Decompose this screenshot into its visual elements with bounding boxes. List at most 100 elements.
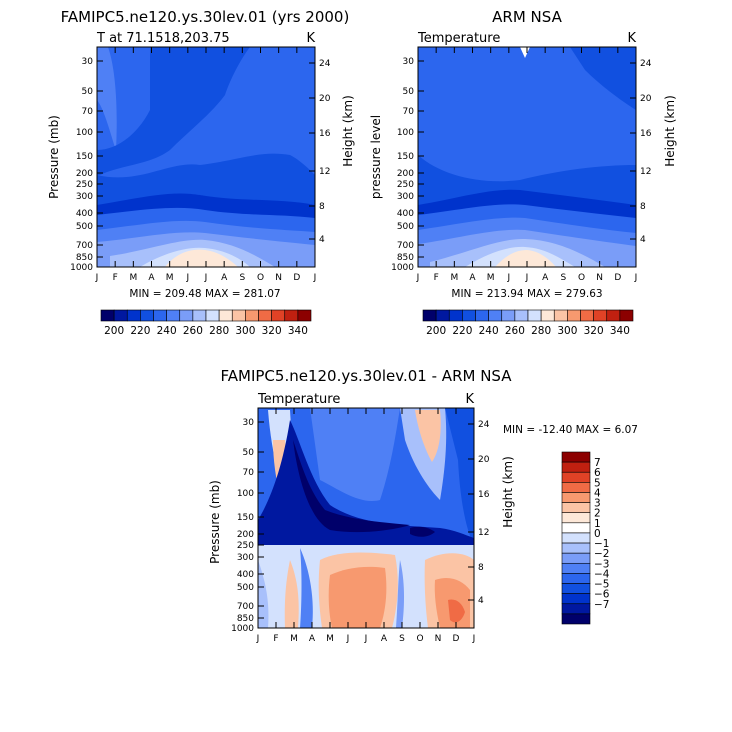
colorbar-swatch [422,309,437,322]
y2-tick-label: 4 [478,596,484,606]
obs-tropopause-band [418,155,636,205]
colorbar-swatch [140,309,154,322]
colorbar-label: −5 [594,579,609,591]
x-tick-label: J [95,273,99,283]
colorbar-swatch [561,552,591,564]
y-tick-label: 250 [76,180,93,190]
y2-tick-label: 4 [319,235,325,245]
model-right-string: K [306,31,315,46]
y-tick-label: 50 [82,87,94,97]
colorbar-swatch [561,512,591,524]
y-tick-label: 50 [403,87,415,97]
y-tick-label: 250 [397,180,414,190]
obs-y2-axis-label: Height (km) [663,95,677,166]
colorbar-label: 5 [594,477,601,489]
colorbar-swatch [561,471,591,483]
x-tick-label: A [148,273,155,283]
colorbar-swatch [297,309,312,322]
x-tick-label: F [434,273,439,283]
model-panel: FAMIPC5.ne120.ys.30lev.01 (yrs 2000) T a… [47,8,355,337]
obs-min-max: MIN = 213.94 MAX = 279.63 [451,288,602,300]
obs-right-string: K [627,31,636,46]
colorbar-swatch [245,309,259,322]
colorbar-swatch [593,309,608,322]
colorbar-label: 300 [557,325,577,337]
colorbar-label: −7 [594,599,609,611]
y2-tick-label: 12 [640,167,651,177]
y-tick-label: 50 [243,448,255,458]
y-tick-label: 70 [403,107,415,117]
y-tick-label: 150 [76,152,93,162]
y2-tick-label: 20 [478,455,490,465]
diff-panel: FAMIPC5.ne120.ys.30lev.01 - ARM NSA Temp… [208,367,638,644]
colorbar-swatch [561,593,591,605]
y-tick-label: 30 [82,57,94,67]
x-tick-label: M [129,273,137,283]
diff-lower-warm-feb [284,560,299,628]
y2-tick-label: 16 [640,129,652,139]
diff-right-string: K [465,392,474,407]
colorbar-label: 300 [235,325,255,337]
y2-tick-label: 16 [478,490,490,500]
y-tick-label: 300 [237,553,254,563]
y2-tick-label: 24 [478,420,490,430]
y2-tick-label: 8 [640,202,646,212]
obs-colorbar: 200 220 240 260 280 300 320 340 [422,309,634,337]
x-tick-label: N [275,273,282,283]
x-tick-label: D [614,273,621,283]
diff-upper-cold-right [445,408,474,545]
colorbar-swatch [561,583,591,594]
colorbar-label: −1 [594,538,609,550]
y-tick-label: 500 [397,222,414,232]
x-tick-label: A [221,273,228,283]
y2-tick-label: 4 [640,235,646,245]
model-contour-field [97,47,315,267]
colorbar-label: 1 [594,518,601,530]
colorbar-label: 340 [610,325,630,337]
diff-cold-core-outer [258,420,474,548]
y-tick-label: 850 [237,614,254,624]
y2-tick-label: 12 [319,167,330,177]
colorbar-label: 240 [479,325,499,337]
colorbar-swatch [514,309,529,322]
x-tick-label: J [256,634,260,644]
y2-tick-label: 12 [478,528,489,538]
colorbar-label: −3 [594,558,609,570]
y-tick-label: 200 [397,169,414,179]
colorbar-label: 2 [594,508,601,520]
model-left-string: T at 71.1518,203.75 [96,31,230,46]
x-tick-label: D [453,634,460,644]
colorbar-swatch [166,309,181,322]
diff-lower-warm-summer-core [328,566,387,628]
y2-tick-label: 24 [640,59,652,69]
x-tick-label: S [560,273,566,283]
colorbar-swatch [113,309,128,322]
colorbar-label: 7 [594,457,601,469]
y-tick-label: 850 [76,253,93,263]
diff-left-string: Temperature [257,392,340,407]
x-tick-label: J [204,273,208,283]
x-tick-label: A [309,634,316,644]
y-tick-label: 30 [243,418,255,428]
x-tick-label: J [525,273,529,283]
x-tick-label: J [507,273,511,283]
y-tick-label: 200 [76,169,93,179]
colorbar-label: 320 [262,325,282,337]
diff-lower-warm-winter-peak [448,599,465,623]
colorbar-swatch [561,603,591,615]
x-tick-label: J [634,273,638,283]
colorbar-swatch [501,309,516,322]
x-tick-label: F [113,273,118,283]
obs-band-280 [495,250,556,267]
colorbar-label: 0 [594,528,601,540]
diff-cold-core-inner [293,440,410,533]
colorbar-swatch [153,309,167,322]
x-tick-label: F [273,634,278,644]
y-tick-label: 100 [397,128,414,138]
y-tick-label: 100 [76,128,93,138]
x-tick-label: J [346,634,350,644]
y-tick-label: 200 [237,530,254,540]
colorbar-swatch [561,482,591,493]
y-tick-label: 1000 [231,624,254,634]
